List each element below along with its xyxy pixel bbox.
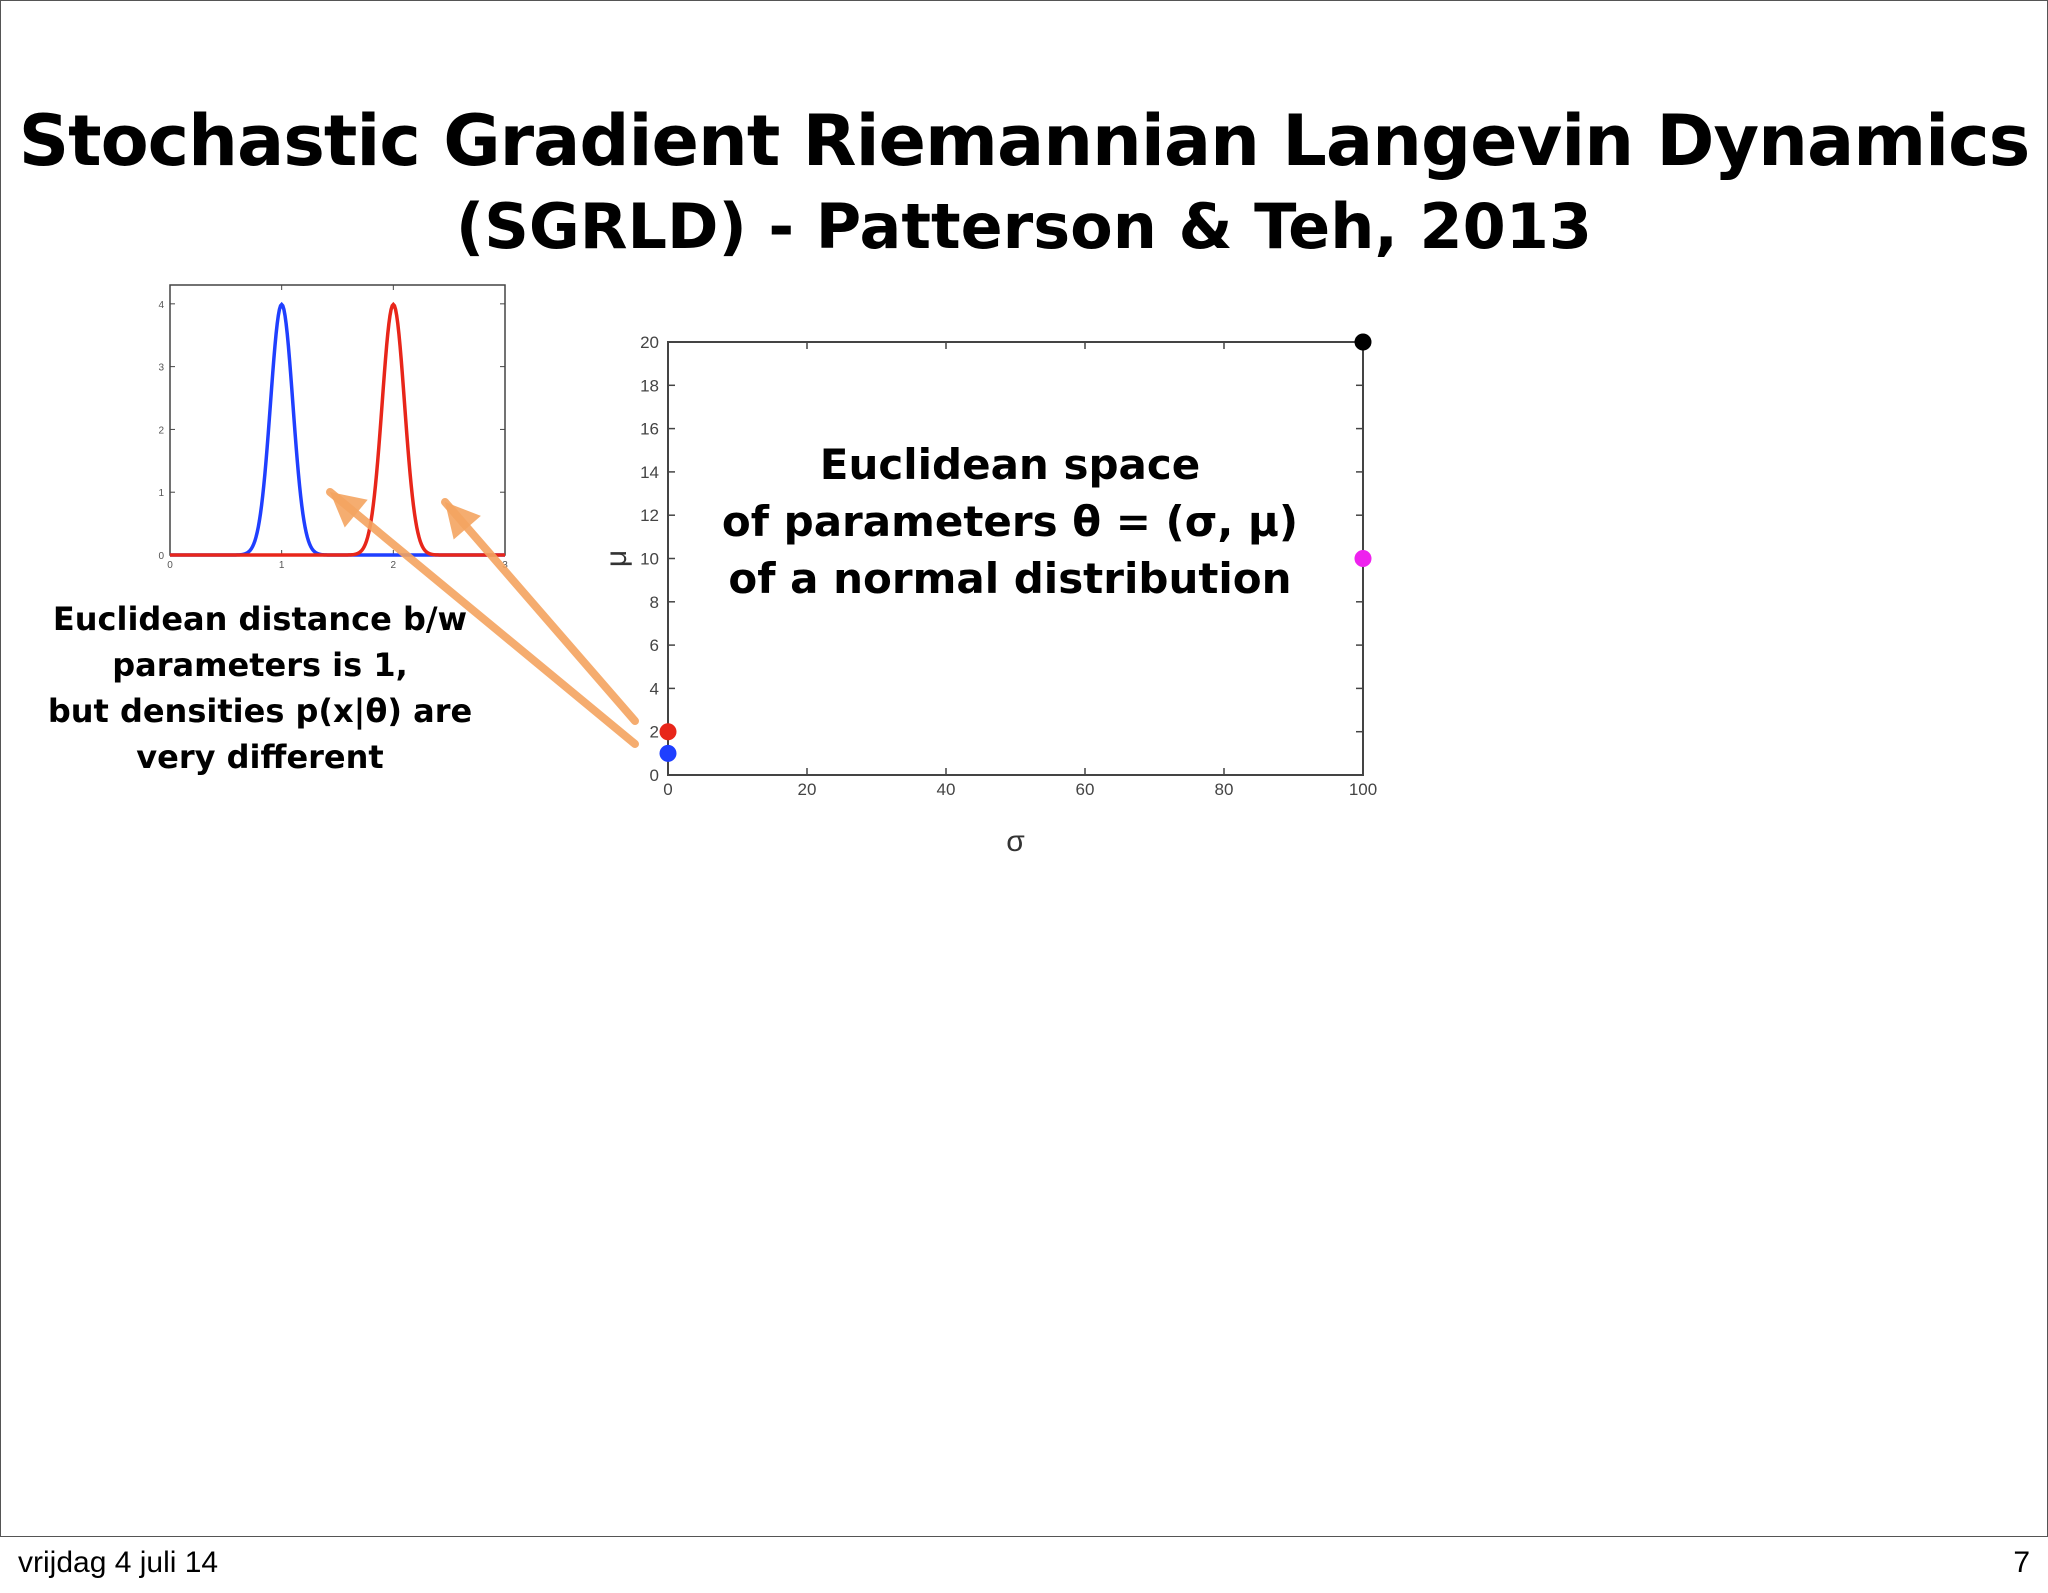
plot-area xyxy=(667,341,1364,776)
scatter-point-0 xyxy=(659,723,677,741)
x-tick-label: 0 xyxy=(167,560,173,571)
y-tick-label: 1 xyxy=(158,488,164,499)
footer-date: vrijdag 4 juli 14 xyxy=(18,1546,219,1579)
x-tick-label: 2 xyxy=(391,560,397,571)
scatter-point-1 xyxy=(659,744,677,762)
mid-caption-line: of a normal distribution xyxy=(728,554,1292,603)
arrow-1 xyxy=(441,498,639,725)
mid-caption-line: of parameters θ = (σ, μ) xyxy=(721,497,1299,546)
y-tick-label: 2 xyxy=(158,425,164,436)
arrow-shaft xyxy=(326,488,639,748)
y-tick-label: 0 xyxy=(158,551,164,562)
left-caption-line: but densities p(x|θ) are xyxy=(47,692,473,730)
x-tick-label: 0 xyxy=(663,780,672,799)
x-axis-label: σ xyxy=(1006,825,1025,858)
y-axis-label: μ xyxy=(600,550,633,567)
y-tick-label: 14 xyxy=(640,463,659,482)
x-tick-label: 40 xyxy=(937,780,956,799)
y-tick-label: 12 xyxy=(640,506,659,525)
density-curve-1 xyxy=(170,301,505,557)
y-tick-label: 4 xyxy=(158,300,164,311)
scatter-point-2 xyxy=(1354,333,1372,351)
y-tick-label: 8 xyxy=(650,593,659,612)
mid-caption-line: Euclidean space xyxy=(819,440,1201,489)
parameter-space-chart: 0 20 40 60 80 100 0 2 4 6 8 10 12 14 16 18 20 σ μ xyxy=(600,333,1377,858)
y-tick-label: 16 xyxy=(640,420,659,439)
scatter-point-3 xyxy=(1354,550,1372,567)
left-caption-line: parameters is 1, xyxy=(112,646,408,684)
x-tick-label: 60 xyxy=(1076,780,1095,799)
slide-subtitle: (SGRLD) - Patterson & Teh, 2013 xyxy=(455,190,1593,263)
arrow-head xyxy=(330,492,368,528)
x-tick-label: 80 xyxy=(1215,780,1234,799)
left-caption-line: Euclidean distance b/w xyxy=(52,600,468,638)
slide-title: Stochastic Gradient Riemannian Langevin … xyxy=(18,100,2031,182)
left-caption: Euclidean distance b/w parameters is 1, … xyxy=(40,596,480,780)
y-tick-label: 6 xyxy=(650,636,659,655)
arrow-shaft xyxy=(441,498,639,725)
left-caption-line: very different xyxy=(136,738,384,776)
y-tick-label: 4 xyxy=(650,679,659,698)
arrow-0 xyxy=(326,488,639,748)
y-tick-label: 18 xyxy=(640,376,659,395)
x-tick-label: 1 xyxy=(279,560,285,571)
mid-caption: Euclidean space of parameters θ = (σ, μ)… xyxy=(700,436,1320,607)
y-tick-label: 2 xyxy=(650,723,659,742)
page-number: 7 xyxy=(2013,1546,2030,1579)
arrow-head xyxy=(445,502,481,540)
y-tick-label: 20 xyxy=(640,333,659,352)
x-tick-label: 20 xyxy=(798,780,817,799)
x-tick-label: 100 xyxy=(1349,780,1377,799)
y-tick-label: 10 xyxy=(640,550,659,569)
y-tick-label: 0 xyxy=(650,766,659,785)
y-tick-label: 3 xyxy=(158,363,164,374)
